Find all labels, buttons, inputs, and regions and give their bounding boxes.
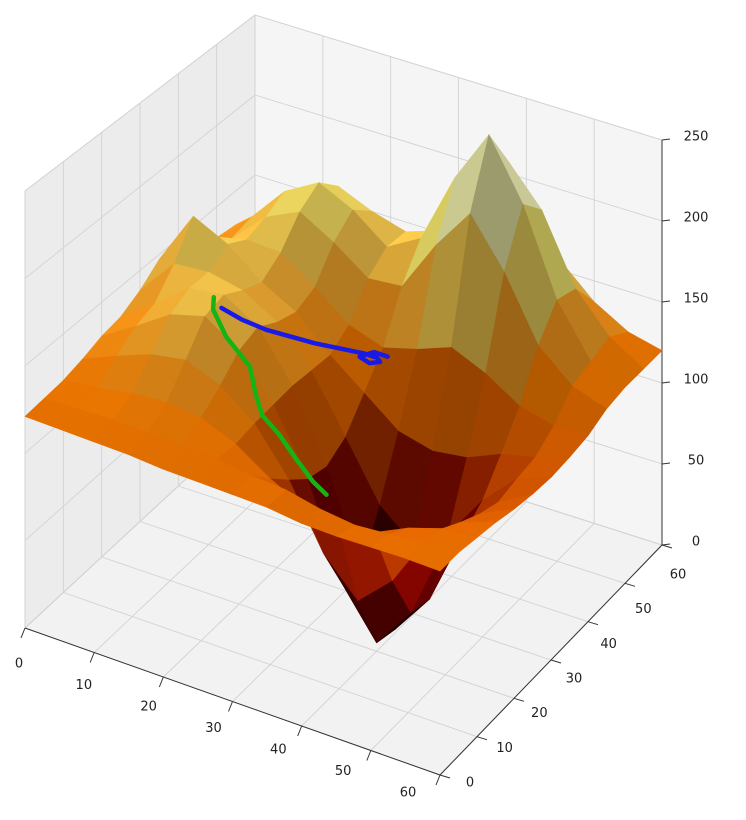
z-tick-label: 200	[684, 211, 709, 226]
grid-line	[63, 592, 478, 738]
x-tick-label: 40	[270, 743, 287, 758]
x-tick	[297, 725, 303, 737]
trajectory-line	[210, 294, 329, 497]
z-tick	[661, 138, 671, 141]
x-tick-label: 20	[140, 700, 157, 715]
z-tick-label: 0	[692, 535, 700, 550]
surface-patch	[404, 541, 460, 572]
x-tick	[228, 701, 233, 712]
y-tick	[624, 582, 636, 587]
y-tick	[439, 774, 451, 779]
x-tick-label: 60	[400, 786, 417, 801]
x-tick-label: 30	[205, 721, 222, 736]
z-tick-label: 100	[684, 373, 709, 388]
y-tick	[513, 697, 525, 702]
y-tick-label: 10	[496, 741, 513, 756]
y-tick	[550, 659, 562, 664]
y-tick-label: 50	[635, 602, 652, 617]
grid-line	[101, 556, 515, 699]
z-tick-label: 150	[684, 292, 709, 307]
grid-line	[24, 94, 256, 279]
z-tick	[661, 543, 671, 546]
y-tick-label: 0	[466, 776, 474, 791]
y-tick-label: 60	[670, 568, 687, 583]
x-tick-label: 10	[76, 678, 93, 693]
z-tick-label: 50	[688, 454, 705, 469]
x-tick	[158, 676, 164, 688]
z-tick	[661, 219, 671, 222]
grid-line	[139, 521, 552, 661]
x-tick	[89, 652, 95, 663]
z-tick-label: 250	[684, 130, 709, 145]
z-tick	[661, 381, 671, 384]
y-tick-label: 20	[531, 706, 548, 721]
grid-line	[254, 14, 663, 141]
x-tick	[20, 627, 26, 639]
y-tick	[587, 621, 599, 626]
x-tick-label: 50	[335, 764, 352, 779]
z-tick	[661, 300, 671, 303]
y-tick	[476, 736, 488, 741]
x-tick	[366, 750, 372, 761]
grid-line	[254, 94, 663, 222]
y-tick-label: 40	[600, 637, 617, 652]
trajectory-line	[219, 305, 390, 366]
y-tick	[661, 544, 673, 549]
z-tick	[661, 462, 671, 465]
x-tick-label: 0	[15, 657, 23, 672]
y-tick-label: 30	[566, 672, 583, 687]
x-tick	[435, 774, 441, 786]
grid-line	[24, 14, 256, 192]
grid-line	[24, 174, 256, 367]
